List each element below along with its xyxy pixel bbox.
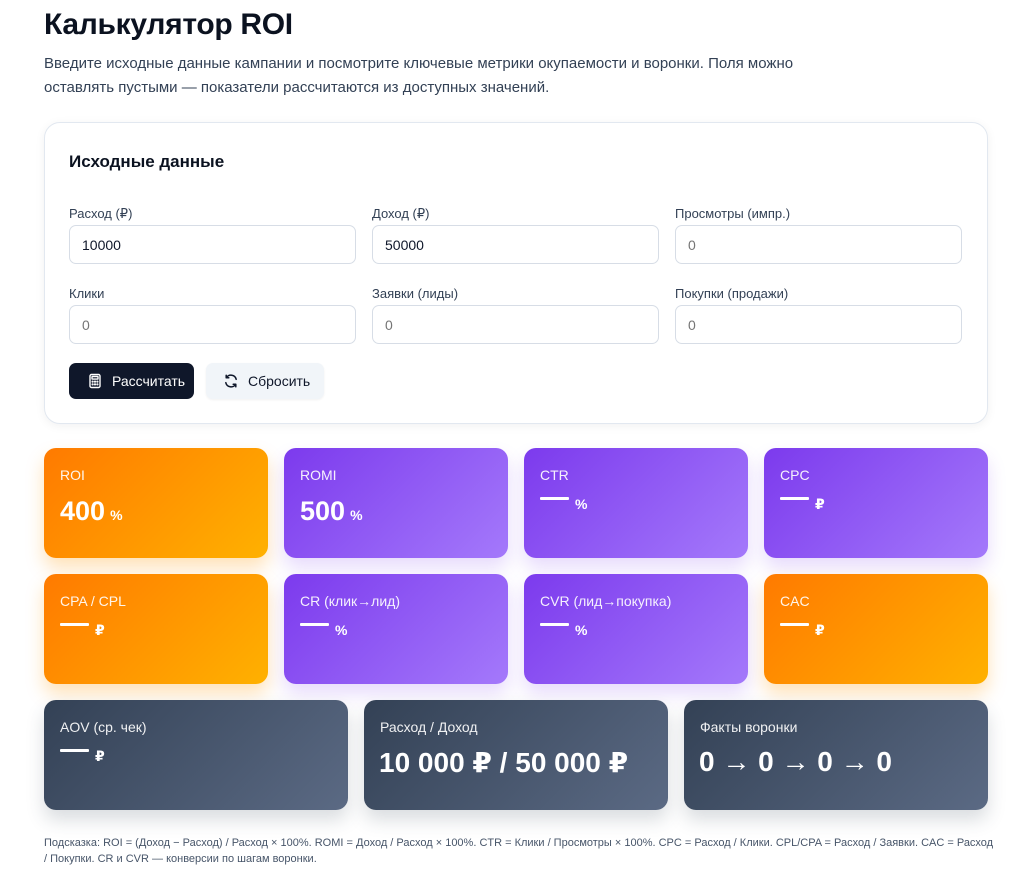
metric-unit: ₽ bbox=[95, 748, 105, 764]
metric-unit: % bbox=[575, 622, 588, 638]
clicks-input[interactable] bbox=[69, 305, 356, 344]
metric-label: Факты воронки bbox=[700, 719, 798, 735]
metric-value: % bbox=[540, 622, 587, 638]
empty-dash bbox=[780, 623, 809, 626]
metric-value: 400 % bbox=[60, 496, 123, 527]
metric-value: % bbox=[540, 496, 587, 512]
metric-label: AOV (ср. чек) bbox=[60, 719, 147, 735]
metric-label: CR (клик→лид) bbox=[300, 593, 400, 609]
metric-big-value: 0 → 0 → 0 → 0 bbox=[699, 746, 892, 777]
metric-number: 500 bbox=[300, 496, 346, 526]
metric-ctr: CTR % bbox=[524, 448, 748, 558]
metric-unit: % bbox=[110, 507, 123, 523]
section-title: Исходные данные bbox=[69, 152, 225, 171]
expense-field: Расход (₽) bbox=[69, 204, 356, 264]
empty-dash bbox=[540, 497, 569, 500]
metric-value: ₽ bbox=[780, 622, 825, 639]
reset-label: Сбросить bbox=[248, 373, 311, 389]
purchases-label: Покупки (продажи) bbox=[675, 286, 789, 301]
impressions-label: Просмотры (импр.) bbox=[675, 206, 791, 221]
metric-unit: ₽ bbox=[95, 622, 105, 638]
metric-unit: % bbox=[335, 622, 348, 638]
reset-button[interactable]: Сбросить bbox=[206, 363, 324, 399]
metric-funnel-facts: Факты воронки 0 → 0 → 0 → 0 bbox=[684, 700, 988, 810]
income-field: Доход (₽) bbox=[372, 204, 659, 264]
metric-label: CVR (лид→покупка) bbox=[540, 593, 672, 609]
metric-label: CPC bbox=[780, 467, 810, 483]
expense-label: Расход (₽) bbox=[69, 206, 133, 221]
metric-number: 400 bbox=[60, 496, 106, 526]
leads-input[interactable] bbox=[372, 305, 659, 344]
clicks-label: Клики bbox=[69, 286, 105, 301]
metric-unit: ₽ bbox=[815, 622, 825, 638]
metric-unit: ₽ bbox=[815, 496, 825, 512]
metric-label: CTR bbox=[540, 467, 569, 483]
leads-field: Заявки (лиды) bbox=[372, 284, 659, 344]
purchases-input[interactable] bbox=[675, 305, 962, 344]
income-label: Доход (₽) bbox=[372, 206, 430, 221]
metric-label: CPA / CPL bbox=[60, 593, 126, 609]
calculate-label: Рассчитать bbox=[112, 373, 186, 389]
empty-dash bbox=[540, 623, 569, 626]
calculator-icon bbox=[87, 373, 103, 389]
metric-unit: % bbox=[350, 507, 363, 523]
metric-value: ₽ bbox=[60, 748, 105, 765]
empty-dash bbox=[60, 623, 89, 626]
metric-cr: CR (клик→лид) % bbox=[284, 574, 508, 684]
metric-cpc: CPC ₽ bbox=[764, 448, 988, 558]
metric-romi: ROMI 500 % bbox=[284, 448, 508, 558]
empty-dash bbox=[60, 749, 89, 752]
metric-label: ROMI bbox=[300, 467, 337, 483]
metric-roi: ROI 400 % bbox=[44, 448, 268, 558]
metric-value: ₽ bbox=[60, 622, 105, 639]
empty-dash bbox=[780, 497, 809, 500]
empty-dash bbox=[300, 623, 329, 626]
metric-expense-income: Расход / Доход 10 000 ₽ / 50 000 ₽ bbox=[364, 700, 668, 810]
metric-cac: CAC ₽ bbox=[764, 574, 988, 684]
metric-value: ₽ bbox=[780, 496, 825, 513]
expense-input[interactable] bbox=[69, 225, 356, 264]
metric-cvr: CVR (лид→покупка) % bbox=[524, 574, 748, 684]
metric-cpa-cpl: CPA / CPL ₽ bbox=[44, 574, 268, 684]
metric-big-value: 10 000 ₽ / 50 000 ₽ bbox=[379, 747, 629, 778]
purchases-field: Покупки (продажи) bbox=[675, 284, 962, 344]
metric-label: Расход / Доход bbox=[380, 719, 478, 735]
formula-hint: Подсказка: ROI = (Доход − Расход) / Расх… bbox=[44, 837, 994, 865]
metric-value: % bbox=[300, 622, 347, 638]
impressions-input[interactable] bbox=[675, 225, 962, 264]
leads-label: Заявки (лиды) bbox=[372, 286, 459, 301]
page-title: Калькулятор ROI bbox=[44, 8, 293, 41]
metric-label: CAC bbox=[780, 593, 810, 609]
metric-label: ROI bbox=[60, 467, 85, 483]
metric-unit: % bbox=[575, 496, 588, 512]
impressions-field: Просмотры (импр.) bbox=[675, 204, 962, 264]
metric-aov: AOV (ср. чек) ₽ bbox=[44, 700, 348, 810]
input-data-card: Исходные данные Расход (₽) Доход (₽) Про… bbox=[44, 122, 988, 424]
page-subtitle: Введите исходные данные кампании и посмо… bbox=[44, 55, 794, 96]
income-input[interactable] bbox=[372, 225, 659, 264]
calculate-button[interactable]: Рассчитать bbox=[69, 363, 194, 399]
metric-value: 500 % bbox=[300, 496, 363, 527]
refresh-icon bbox=[223, 373, 239, 389]
clicks-field: Клики bbox=[69, 284, 356, 344]
